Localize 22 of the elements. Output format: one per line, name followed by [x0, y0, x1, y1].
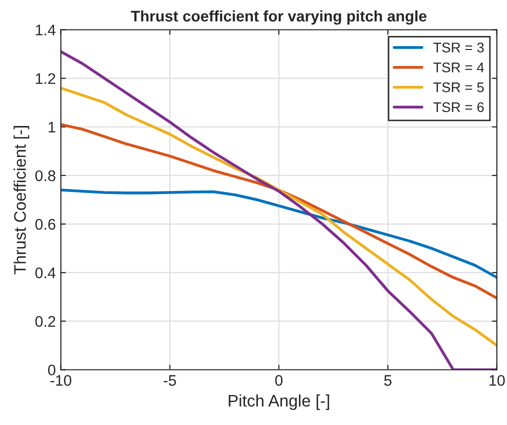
x-tick-label: -10 — [50, 375, 72, 386]
y-tick-label: 0.4 — [35, 267, 56, 278]
y-tick-label: 1 — [48, 122, 56, 132]
line-series — [60, 188, 497, 279]
x-tick-label: 0 — [275, 375, 282, 386]
y-tick-label: 0 — [48, 364, 56, 376]
x-tick-label: -5 — [164, 375, 176, 386]
y-tick-label: 1.4 — [36, 24, 56, 36]
legend-label: TSR = 6 — [433, 102, 484, 112]
legend-label: TSR = 4 — [433, 62, 484, 72]
legend-label: TSR = 3 — [433, 42, 484, 52]
y-tick-label: 1.2 — [36, 73, 56, 84]
y-tick-label: 0.6 — [35, 218, 56, 230]
chart-title: Thrust coefficient for varying pitch angle — [130, 10, 426, 25]
y-tick-label: 0.2 — [35, 316, 56, 327]
legend-label: TSR = 5 — [433, 82, 484, 92]
line-series — [60, 123, 497, 300]
x-tick-label: 5 — [384, 375, 392, 386]
x-tick-label: 10 — [490, 375, 505, 386]
x-axis-title: Pitch Angle [-] — [228, 394, 330, 410]
y-tick-label: 0.8 — [35, 170, 56, 182]
y-axis-title: Thrust Coefficient [-] — [14, 126, 30, 274]
